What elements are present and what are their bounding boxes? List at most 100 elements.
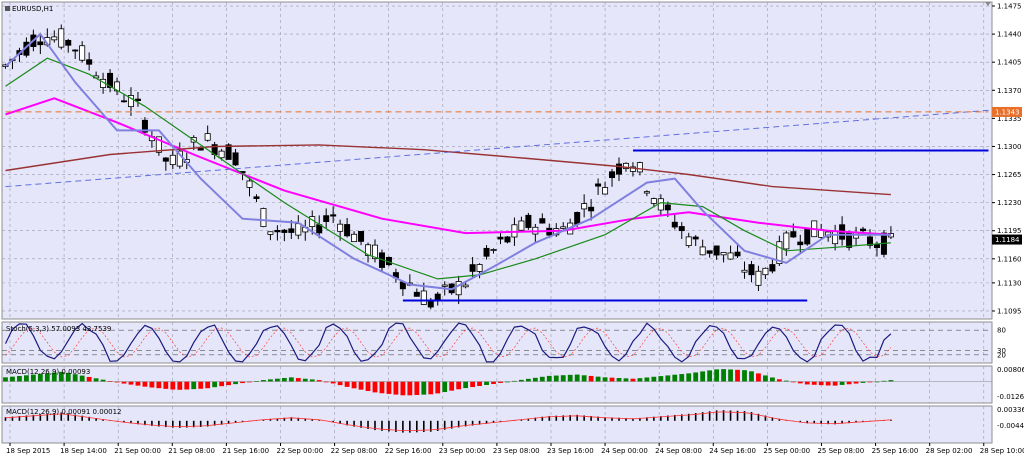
candle-body xyxy=(727,252,734,260)
macd-bar xyxy=(191,381,197,390)
candle-body xyxy=(483,247,490,257)
candle-body xyxy=(121,100,128,103)
macd-bar xyxy=(644,377,650,382)
macd-bar xyxy=(567,374,573,382)
macd-bar xyxy=(184,381,190,390)
time-tick-label: 21 Sep 16:00 xyxy=(222,447,269,455)
candle-body xyxy=(783,232,790,250)
candle-body xyxy=(664,204,671,211)
macd-bar xyxy=(532,377,538,382)
macd-tick-label: 0.00806 xyxy=(997,366,1024,374)
candle-body xyxy=(155,136,162,153)
candle-body xyxy=(225,144,232,160)
osma-signal-line xyxy=(5,411,891,432)
macd-bar xyxy=(616,378,622,382)
time-tick-label: 23 Sep 00:00 xyxy=(439,447,486,455)
candle-body xyxy=(832,231,839,245)
stoch-level-label: 30 xyxy=(997,347,1006,355)
candle-body xyxy=(643,191,650,194)
macd-bar xyxy=(721,369,726,382)
stoch-header: Stoch(5,3,3) 57.0093 43.7539 xyxy=(6,325,111,333)
macd-bar xyxy=(198,381,204,389)
candle-body xyxy=(260,208,267,227)
candle-body xyxy=(434,293,441,300)
price-badge-label-0: 1.1343 xyxy=(995,108,1020,116)
macd-bar xyxy=(72,374,78,382)
macd-bar xyxy=(428,381,434,395)
candle-body xyxy=(337,223,344,232)
candle-body xyxy=(358,230,365,242)
candle-body xyxy=(490,249,497,251)
macd-bar xyxy=(163,381,169,389)
macd-bar xyxy=(874,381,880,383)
candle-body xyxy=(455,281,462,296)
macd-bar xyxy=(442,381,448,393)
candle-body xyxy=(51,36,58,41)
candle-body xyxy=(657,198,664,211)
macd-bar xyxy=(337,381,343,386)
candle-body xyxy=(692,236,699,240)
macd-bar xyxy=(30,374,36,382)
price-tick-label: 1.1160 xyxy=(997,255,1022,263)
macd-bar xyxy=(804,381,810,385)
time-tick-label: 22 Sep 00:00 xyxy=(276,447,323,455)
candle-body xyxy=(65,39,72,46)
candle-body xyxy=(323,215,330,222)
price-tick-label: 1.1475 xyxy=(997,3,1022,11)
macd-bar xyxy=(24,375,29,382)
candle-body xyxy=(344,224,351,237)
time-tick-label: 23 Sep 08:00 xyxy=(493,447,540,455)
candle-body xyxy=(741,269,748,273)
time-tick-label: 25 Sep 08:00 xyxy=(817,447,864,455)
candle-body xyxy=(776,241,783,265)
macd-bar xyxy=(818,381,824,386)
candle-body xyxy=(636,162,643,173)
candle-body xyxy=(218,150,225,159)
candle-body xyxy=(204,133,211,141)
symbol-icon xyxy=(5,6,10,11)
macd-header: MACD(12,26,9) 0.00093 xyxy=(6,368,90,376)
candle-body xyxy=(232,152,239,166)
macd-bar xyxy=(707,370,713,382)
candle-body xyxy=(734,251,741,257)
macd-bar xyxy=(274,378,280,382)
macd-bar xyxy=(860,381,866,383)
macd-bar xyxy=(825,381,831,386)
time-tick-label: 22 Sep 16:00 xyxy=(385,447,432,455)
macd-bar xyxy=(51,372,57,382)
macd-bar xyxy=(37,373,43,382)
macd-bar xyxy=(149,381,155,388)
candle-body xyxy=(476,264,483,272)
candle-body xyxy=(518,220,525,231)
chart-shift-icon xyxy=(985,2,991,6)
macd-bar xyxy=(379,381,385,394)
price-line-0 xyxy=(5,97,891,236)
macd-bar xyxy=(3,377,8,382)
candle-body xyxy=(134,98,141,102)
candle-body xyxy=(253,196,260,199)
macd-bar xyxy=(351,381,357,389)
candle-body xyxy=(79,45,86,61)
time-tick-label: 21 Sep 08:00 xyxy=(168,447,215,455)
macd-bar xyxy=(491,381,496,384)
macd-bar xyxy=(581,375,587,382)
macd-bar xyxy=(142,381,148,387)
macd-bar xyxy=(121,381,127,384)
time-tick-label: 25 Sep 16:00 xyxy=(872,447,919,455)
macd-bar xyxy=(505,381,510,383)
chart-title: EURUSD,H1 xyxy=(12,5,53,13)
price-tick-label: 1.1265 xyxy=(997,171,1022,179)
time-tick-label: 28 Sep 02:00 xyxy=(926,447,973,455)
macd-bar xyxy=(247,381,252,383)
macd-bar xyxy=(658,376,664,382)
macd-bar xyxy=(358,381,364,390)
macd-bar xyxy=(323,381,329,383)
price-badge-label-1: 1.1184 xyxy=(995,236,1020,244)
macd-bar xyxy=(735,369,740,382)
macd-bar xyxy=(86,376,92,382)
candle-body xyxy=(602,187,609,195)
macd-bar xyxy=(93,378,99,382)
candle-body xyxy=(622,162,629,169)
